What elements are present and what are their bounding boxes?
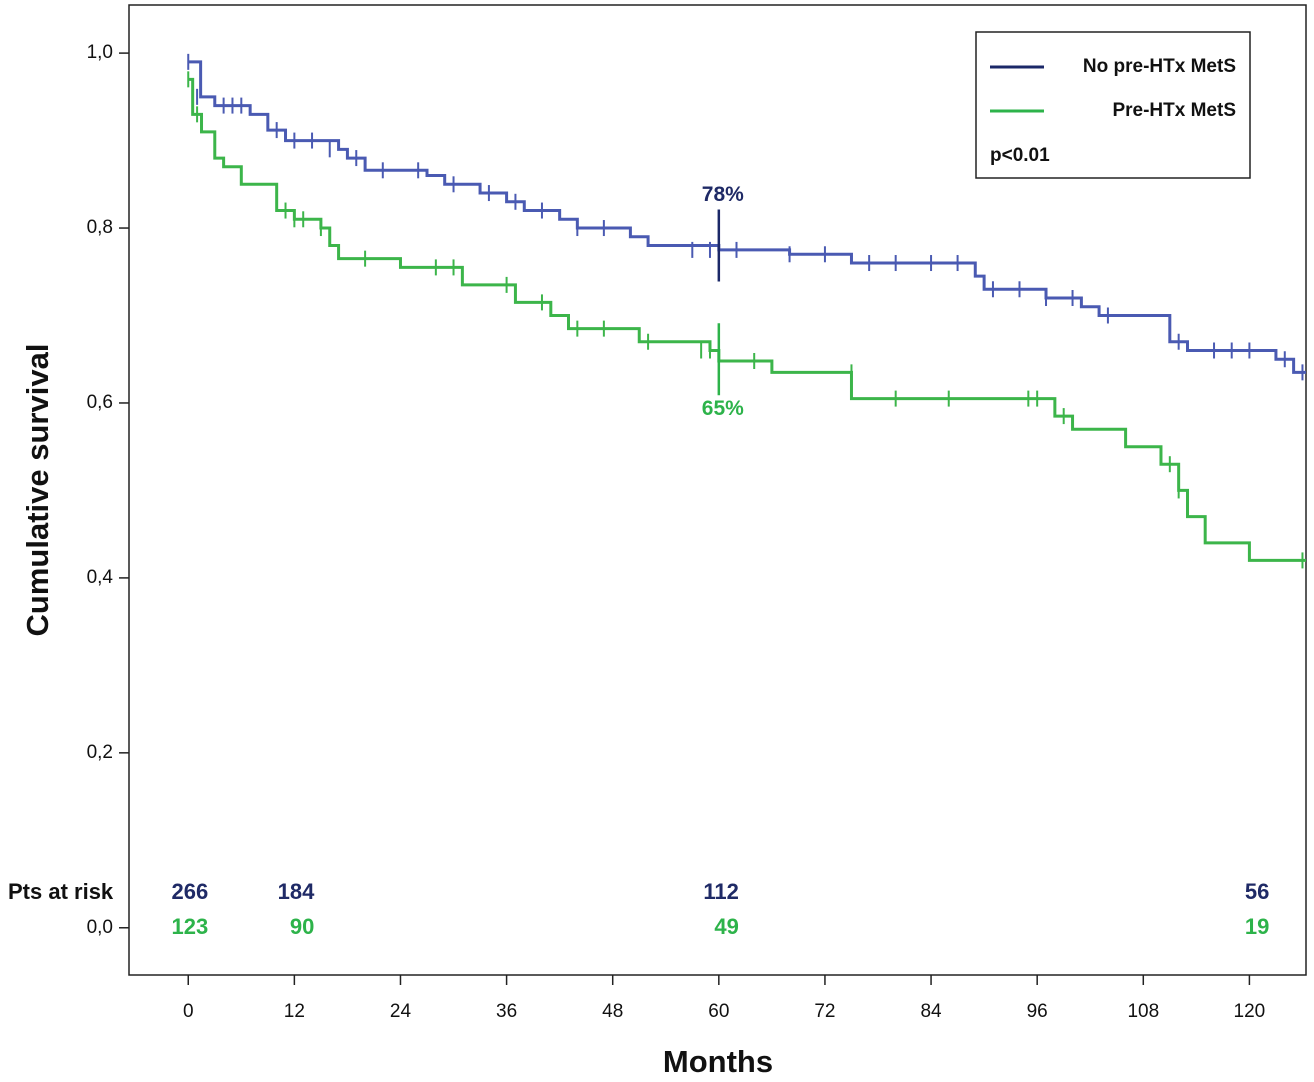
- y-tick-label: 0,4: [87, 567, 114, 588]
- legend-box: [975, 31, 1251, 179]
- x-tick-label: 48: [602, 1001, 623, 1022]
- x-tick-label: 120: [1234, 1001, 1266, 1022]
- at-risk-count: 123: [172, 914, 209, 939]
- survival-curve: [188, 77, 1306, 562]
- x-tick-label: 24: [390, 1001, 412, 1022]
- x-tick-label: 84: [920, 1001, 942, 1022]
- at-risk-count: 56: [1245, 879, 1269, 904]
- at-risk-count: 49: [714, 914, 738, 939]
- x-tick-label: 36: [496, 1001, 517, 1022]
- legend-label: No pre-HTx MetS: [1083, 56, 1236, 77]
- x-tick-label: 0: [183, 1001, 194, 1022]
- y-tick-label: 0,6: [87, 392, 113, 413]
- at-risk-count: 112: [703, 879, 739, 904]
- x-axis-label: Months: [663, 1044, 773, 1079]
- y-axis-label: Cumulative survival: [20, 344, 55, 637]
- landmark-label: 65%: [702, 397, 744, 420]
- at-risk-count: 266: [172, 879, 209, 904]
- at-risk-count: 90: [290, 914, 314, 939]
- x-tick-label: 96: [1027, 1001, 1048, 1022]
- y-tick-label: 1,0: [87, 42, 113, 63]
- p-value: p<0.01: [990, 145, 1050, 166]
- y-tick-label: 0,8: [87, 217, 113, 238]
- at-risk-count: 19: [1245, 914, 1269, 939]
- x-tick-label: 72: [814, 1001, 835, 1022]
- plot-frame: [128, 4, 1307, 976]
- at-risk-label: Pts at risk: [8, 879, 114, 904]
- landmark-label: 78%: [702, 183, 744, 206]
- x-tick-label: 108: [1127, 1001, 1159, 1022]
- y-tick-label: 0,0: [87, 917, 113, 938]
- at-risk-count: 184: [278, 879, 315, 904]
- y-tick-label: 0,2: [87, 742, 113, 763]
- x-tick-label: 60: [708, 1001, 729, 1022]
- x-tick-label: 12: [284, 1001, 305, 1022]
- legend-label: Pre-HTx MetS: [1112, 100, 1236, 121]
